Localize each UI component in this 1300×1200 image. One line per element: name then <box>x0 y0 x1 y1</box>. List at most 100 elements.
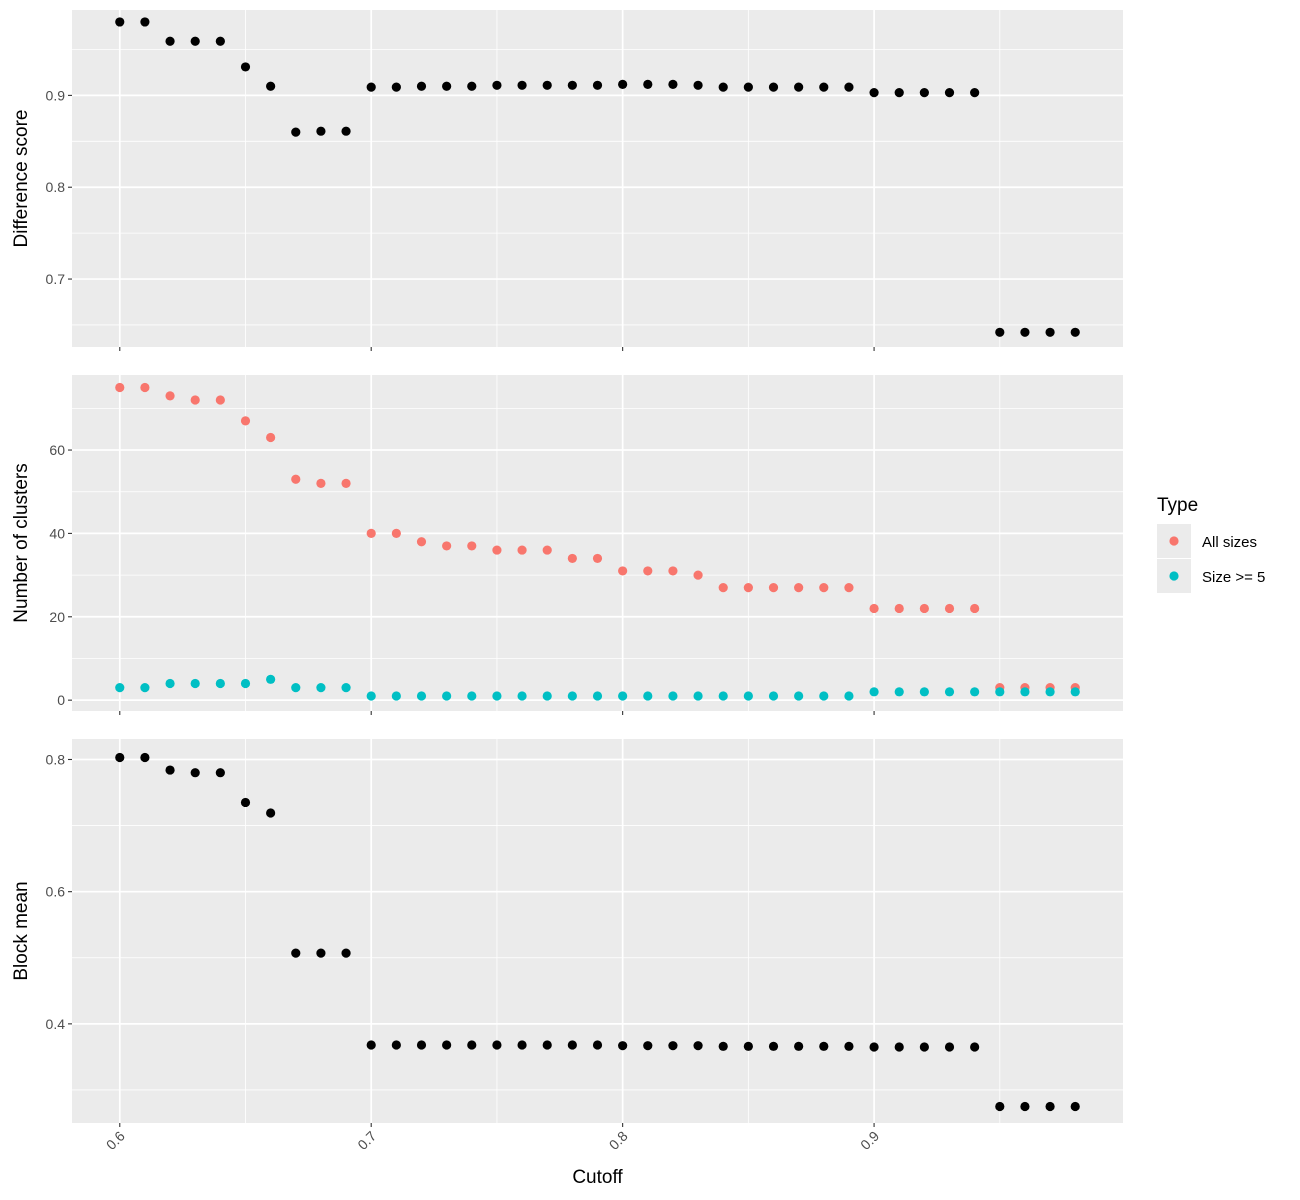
data-point <box>668 1041 678 1051</box>
data-point <box>140 683 150 693</box>
data-point <box>542 691 552 701</box>
data-point <box>794 691 804 701</box>
data-point <box>492 80 502 90</box>
data-point <box>467 541 477 551</box>
data-point <box>442 691 452 701</box>
data-point <box>944 603 955 614</box>
data-point <box>442 541 452 551</box>
data-point <box>517 691 527 701</box>
data-point <box>894 1042 904 1052</box>
data-point <box>291 683 301 693</box>
data-point <box>819 82 829 92</box>
data-point <box>869 1042 879 1052</box>
legend-label: All sizes <box>1202 534 1257 551</box>
data-point <box>140 17 150 27</box>
data-point <box>266 674 276 684</box>
data-point <box>316 948 326 958</box>
panel-background <box>72 739 1123 1123</box>
y-tick-label: 0.4 <box>46 1016 66 1032</box>
x-tick-label: 0.7 <box>354 1128 379 1153</box>
data-point <box>768 691 779 701</box>
y-axis-title: Difference score <box>11 110 32 248</box>
data-point <box>970 1042 980 1052</box>
data-point <box>919 687 929 697</box>
legend-swatch <box>1169 536 1179 546</box>
data-point <box>618 79 628 89</box>
data-point <box>592 1040 603 1050</box>
data-point <box>1045 687 1055 697</box>
data-point <box>165 391 175 401</box>
data-point <box>944 1042 955 1052</box>
y-tick-label: 0.6 <box>46 884 66 900</box>
y-tick-label: 0.8 <box>46 179 66 195</box>
data-point <box>970 687 980 697</box>
data-point <box>115 17 125 27</box>
data-point <box>1070 1101 1080 1112</box>
data-point <box>215 768 225 778</box>
data-point <box>693 570 703 580</box>
data-point <box>492 545 502 555</box>
data-point <box>391 1040 401 1050</box>
data-point <box>165 36 175 46</box>
data-point <box>115 752 125 763</box>
data-point <box>115 683 125 693</box>
data-point <box>668 79 678 89</box>
data-point <box>743 583 753 593</box>
data-point <box>919 1042 929 1052</box>
data-point <box>240 62 251 72</box>
data-point <box>266 808 276 818</box>
data-point <box>844 1041 854 1051</box>
data-point <box>416 1040 427 1050</box>
data-point <box>1020 327 1030 337</box>
data-point <box>693 80 703 90</box>
data-point <box>316 126 326 136</box>
data-point <box>643 566 653 576</box>
data-point <box>643 1041 653 1051</box>
data-point <box>844 82 854 92</box>
data-point <box>768 1041 779 1051</box>
data-point <box>442 81 452 91</box>
data-point <box>416 691 427 701</box>
data-point <box>366 1040 376 1050</box>
data-point <box>944 88 955 98</box>
data-point <box>240 416 251 426</box>
data-point <box>794 82 804 92</box>
y-tick-label: 0 <box>57 692 65 708</box>
data-point <box>869 603 879 614</box>
data-point <box>1045 1101 1055 1112</box>
data-point <box>618 1041 628 1051</box>
data-point <box>140 382 150 393</box>
data-point <box>894 88 904 98</box>
data-point <box>190 36 200 46</box>
data-point <box>467 1040 477 1050</box>
data-point <box>115 382 125 393</box>
data-point <box>165 765 175 775</box>
data-point <box>542 80 552 90</box>
data-point <box>416 537 427 547</box>
data-point <box>618 566 628 576</box>
data-point <box>819 1041 829 1051</box>
data-point <box>266 432 276 443</box>
data-point <box>869 687 879 697</box>
data-point <box>341 683 351 693</box>
data-point <box>844 583 854 593</box>
data-point <box>240 678 251 689</box>
data-point <box>1070 687 1080 697</box>
data-point <box>718 82 728 92</box>
data-point <box>1020 1101 1030 1112</box>
data-point <box>492 691 502 701</box>
data-point <box>467 691 477 701</box>
data-point <box>1020 687 1030 697</box>
legend-title: Type <box>1157 495 1198 516</box>
y-axis-title: Block mean <box>11 881 32 980</box>
data-point <box>919 88 929 98</box>
data-point <box>517 1040 527 1050</box>
data-point <box>316 478 326 488</box>
data-point <box>567 1040 577 1050</box>
data-point <box>693 691 703 701</box>
data-point <box>844 691 854 701</box>
data-point <box>819 691 829 701</box>
data-point <box>391 82 401 92</box>
data-point <box>743 691 753 701</box>
